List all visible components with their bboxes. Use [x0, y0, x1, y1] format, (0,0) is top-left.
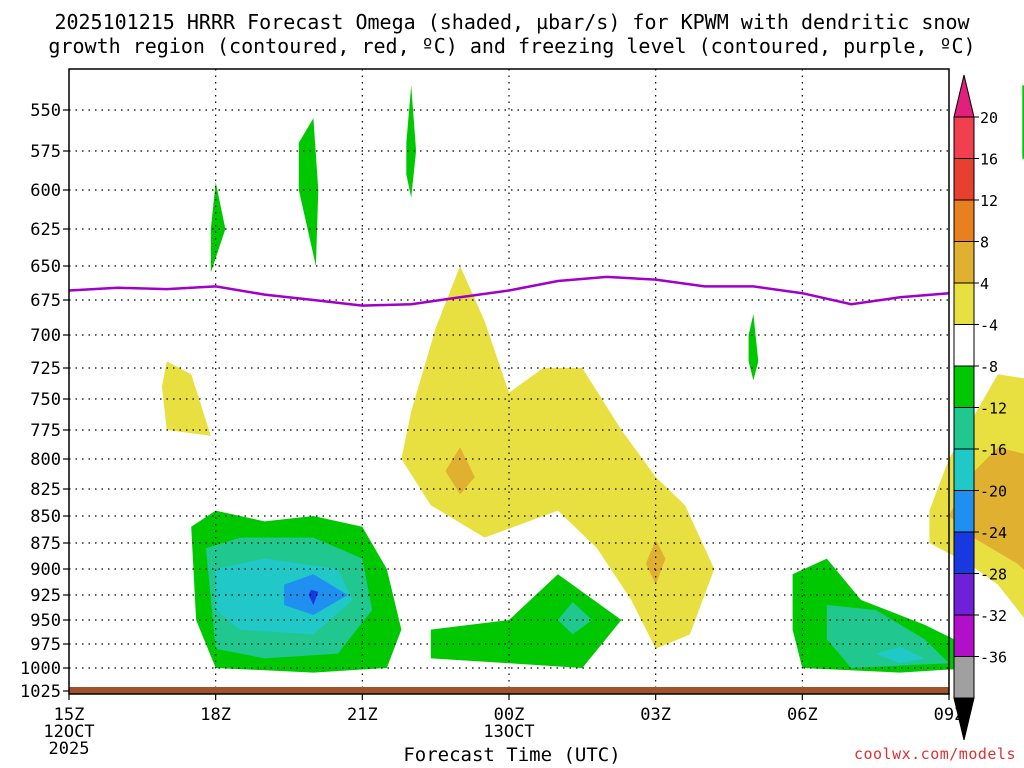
omega-region-ascent-22z-upper [406, 85, 417, 198]
credit-text: coolwx.com/models [853, 745, 1016, 763]
colorbar-band [953, 656, 975, 699]
colorbar-label: 16 [980, 151, 998, 169]
colorbar-label: -16 [980, 441, 1007, 459]
x-tick-label: 21Z [347, 705, 378, 725]
x-tick-label: 06Z [787, 705, 818, 725]
omega-region-ascent-00z-teal [557, 602, 593, 635]
y-tick-label: 825 [30, 480, 61, 500]
colorbar-band [953, 116, 975, 159]
x-tick-label: 15Z [54, 705, 85, 725]
y-tick-label: 950 [30, 611, 61, 631]
y-tick-label: 750 [30, 390, 61, 410]
omega-region-descent-00z-03z [401, 266, 715, 649]
y-axis: 550 575 600 625 650 675 700 725 750 775 800 825 850 8… [20, 101, 69, 702]
colorbar-band [953, 490, 975, 533]
y-tick-label: 800 [30, 450, 61, 470]
colorbar-band [953, 531, 975, 574]
colorbar-band [953, 407, 975, 450]
omega-region-descent-2230z-orange [445, 447, 475, 495]
y-tick-label: 575 [30, 142, 61, 162]
chart-title-line2: growth region (contoured, red, ºC) and f… [48, 34, 976, 58]
terrain-strip [69, 687, 949, 694]
omega-region-ascent-18z-upper [210, 182, 226, 273]
y-tick-label: 1000 [20, 659, 61, 679]
y-tick-label: 625 [30, 220, 61, 240]
omega-region-ascent-20z-upper [298, 118, 319, 266]
colorbar-label: 4 [980, 275, 989, 293]
y-tick-label: 600 [30, 181, 61, 201]
colorbar-label: 8 [980, 234, 989, 252]
x-tick-label: 00Z [494, 705, 525, 725]
colorbar-label: -28 [980, 566, 1007, 584]
gridlines [69, 69, 949, 694]
colorbar-band [953, 324, 975, 367]
colorbar-band [953, 365, 975, 408]
omega-region-ascent-00z [430, 574, 622, 668]
omega-region-ascent-core-darkblue [308, 589, 319, 605]
colorbar-label: -20 [980, 483, 1007, 501]
y-tick-label: 700 [30, 326, 61, 346]
x-tick-date: 13OCT [483, 722, 534, 742]
y-tick-label: 1025 [20, 682, 61, 702]
omega-region-descent-07z-orange [949, 447, 1024, 570]
y-tick-label: 850 [30, 507, 61, 527]
x-axis-title: Forecast Time (UTC) [403, 744, 621, 766]
y-tick-label: 550 [30, 101, 61, 121]
colorbar-label: -8 [980, 358, 998, 376]
chart-title-line1: 2025101215 HRRR Forecast Omega (shaded, … [54, 10, 970, 34]
colorbar-label: -24 [980, 524, 1007, 542]
x-tick-label: 03Z [640, 705, 671, 725]
colorbar-label: -4 [980, 317, 998, 335]
omega-region-descent-03z-orange [645, 539, 666, 585]
y-tick-label: 775 [30, 421, 61, 441]
colorbar-label: 20 [980, 109, 998, 127]
y-tick-label: 650 [30, 257, 61, 277]
colorbar-band [953, 614, 975, 657]
colorbar-top-arrow [953, 74, 975, 118]
colorbar-band [953, 241, 975, 284]
omega-region-ascent-06z-cyan [875, 646, 925, 664]
colorbar-band [953, 158, 975, 201]
omega-region-ascent-06z-teal [826, 605, 949, 668]
colorbar: 20 16 12 8 4 -4 -8 -12 -16 -20 -24 -28 -32 -36 [953, 74, 1007, 741]
x-tick-date: 12OCT [43, 722, 94, 742]
y-tick-label: 875 [30, 534, 61, 554]
colorbar-band [953, 282, 975, 325]
y-tick-label: 925 [30, 586, 61, 606]
colorbar-bottom-arrow [953, 697, 975, 741]
colorbar-label: -12 [980, 400, 1007, 418]
colorbar-label: -32 [980, 607, 1007, 625]
y-tick-label: 900 [30, 560, 61, 580]
x-tick-label: 18Z [200, 705, 231, 725]
y-tick-label: 725 [30, 359, 61, 379]
y-tick-label: 975 [30, 635, 61, 655]
freezing-level-line [68, 275, 950, 307]
colorbar-band [953, 573, 975, 616]
omega-region-ascent-04z-mid [748, 314, 759, 381]
colorbar-band [953, 199, 975, 242]
colorbar-band [953, 448, 975, 491]
colorbar-label: 12 [980, 192, 998, 210]
colorbar-label: -36 [980, 649, 1007, 667]
x-tick-year: 2025 [49, 739, 90, 759]
y-tick-label: 675 [30, 291, 61, 311]
omega-shading [161, 85, 1024, 673]
